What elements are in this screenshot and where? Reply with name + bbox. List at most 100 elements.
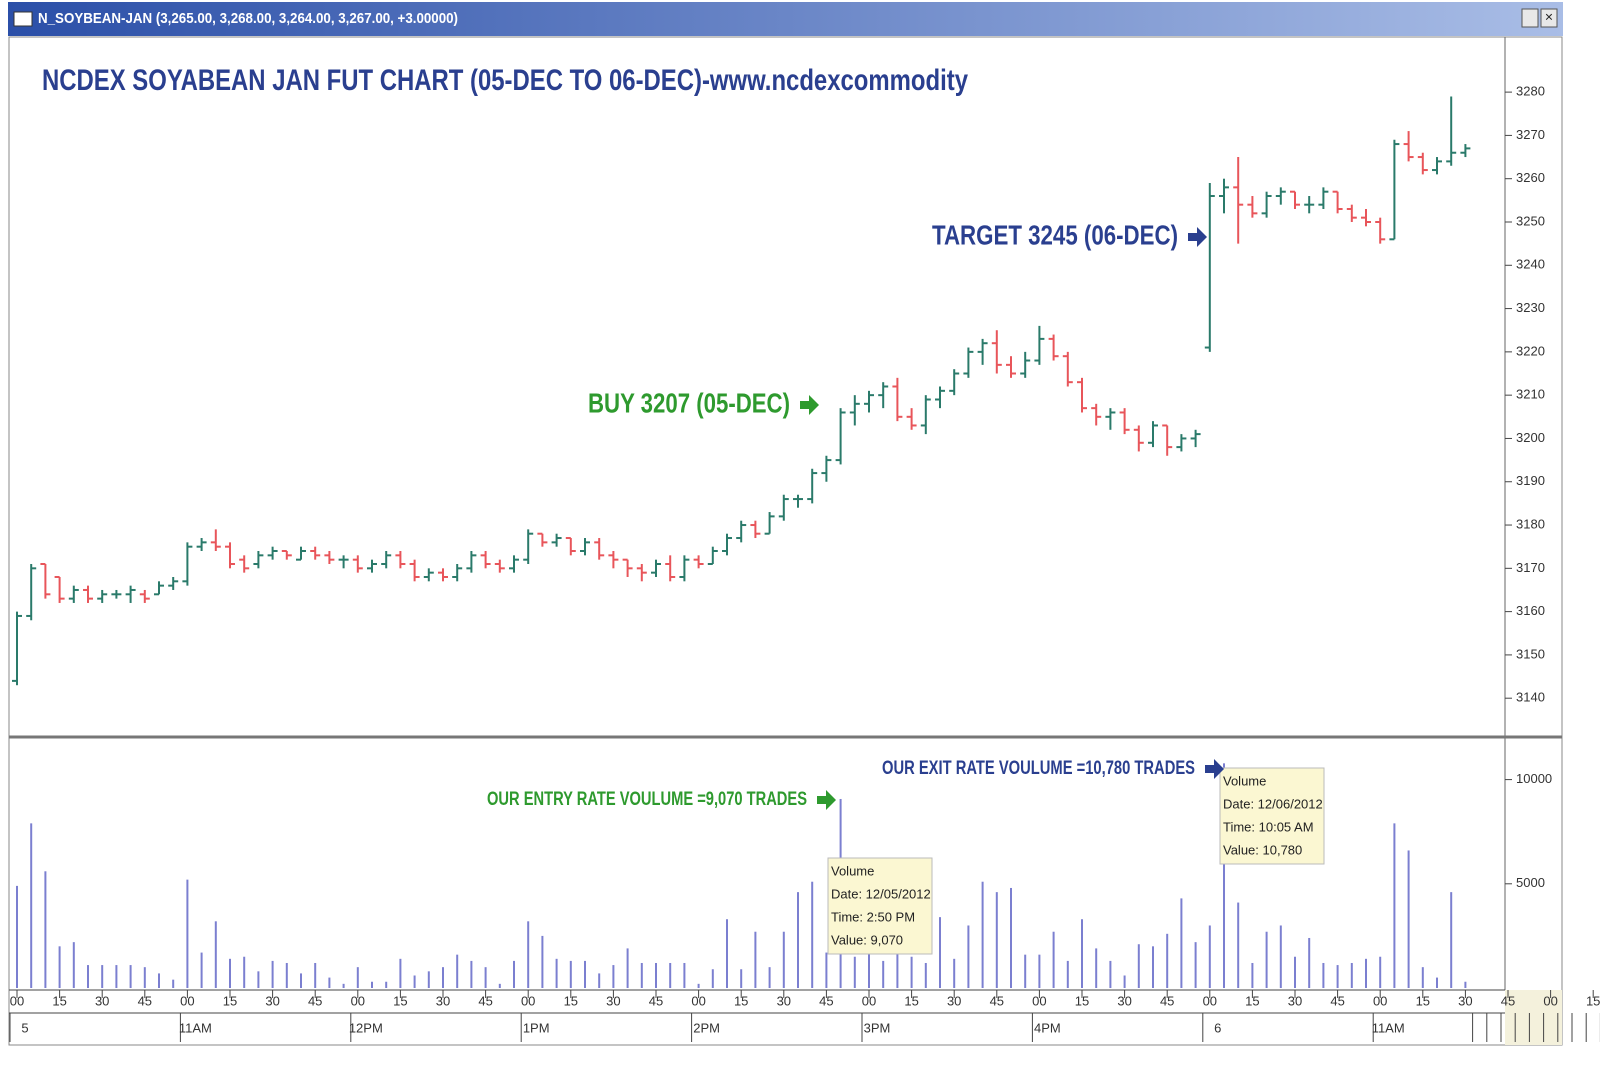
volume-bar bbox=[513, 960, 515, 988]
volume-bar bbox=[470, 960, 473, 988]
volume-bar bbox=[825, 952, 828, 988]
y-tick-label: 3250 bbox=[1516, 213, 1545, 228]
x-tick-label: 30 bbox=[1117, 993, 1131, 1008]
x-tick-label: 00 bbox=[1543, 993, 1557, 1008]
volume-bar bbox=[342, 983, 345, 988]
volume-bar bbox=[853, 956, 856, 988]
x-tick-label: 15 bbox=[393, 993, 407, 1008]
annotation: TARGET 3245 (06-DEC) bbox=[932, 219, 1178, 250]
volume-bar bbox=[413, 975, 416, 988]
volume-bar bbox=[939, 917, 941, 988]
y-tick-label: 3200 bbox=[1516, 430, 1545, 445]
x-tick-label: 45 bbox=[1501, 993, 1515, 1008]
y-tick-label: 3240 bbox=[1516, 257, 1545, 272]
x-tick-label: 30 bbox=[947, 993, 961, 1008]
annotation: OUR ENTRY RATE VOULUME =9,070 TRADES bbox=[487, 789, 807, 810]
volume-bar bbox=[427, 971, 430, 988]
x-tick-label: 30 bbox=[606, 993, 620, 1008]
volume-bar bbox=[300, 973, 302, 988]
volume-bar bbox=[328, 977, 331, 988]
volume-bar bbox=[1166, 933, 1169, 988]
y-tick-label: 3260 bbox=[1516, 170, 1545, 185]
close-button[interactable] bbox=[1540, 8, 1558, 28]
volume-bar bbox=[1237, 902, 1240, 988]
volume-bar bbox=[271, 960, 274, 988]
volume-bar bbox=[101, 965, 104, 988]
volume-bar bbox=[967, 925, 970, 988]
x-tick-label: 15 bbox=[1416, 993, 1430, 1008]
x-tick-label-2: 1PM bbox=[523, 1020, 550, 1035]
arrow-icon bbox=[1188, 227, 1207, 247]
volume-bar bbox=[58, 946, 61, 988]
x-tick-label: 30 bbox=[436, 993, 450, 1008]
volume-bar bbox=[1365, 958, 1367, 988]
y-tick-label: 3280 bbox=[1516, 84, 1545, 99]
volume-bar bbox=[1038, 954, 1041, 988]
volume-bar bbox=[1308, 937, 1311, 988]
x-tick-label: 30 bbox=[1288, 993, 1302, 1008]
volume-bar bbox=[1137, 944, 1140, 988]
x-tick-label: 30 bbox=[1458, 993, 1472, 1008]
volume-bar bbox=[1407, 850, 1410, 988]
x-tick-label-2: 3PM bbox=[864, 1020, 891, 1035]
close-icon: × bbox=[1545, 9, 1553, 25]
x-tick-label: 15 bbox=[1586, 993, 1600, 1008]
volume-bar bbox=[257, 971, 260, 988]
volume-bar bbox=[768, 967, 771, 988]
x-tick-label-2: 12PM bbox=[349, 1020, 383, 1035]
volume-bar bbox=[456, 954, 459, 988]
volume-bar bbox=[186, 879, 189, 988]
annotation: BUY 3207 (05-DEC) bbox=[588, 387, 790, 418]
x-tick-label: 30 bbox=[265, 993, 279, 1008]
y-tick-label: 3170 bbox=[1516, 560, 1545, 575]
volume-bar bbox=[953, 958, 956, 988]
x-tick-label-2: 5 bbox=[21, 1020, 28, 1035]
axis-corner bbox=[1505, 990, 1562, 1045]
title-bar bbox=[8, 2, 1563, 36]
restore-button[interactable] bbox=[1521, 8, 1539, 28]
volume-bar bbox=[172, 979, 175, 988]
volume-bar bbox=[1109, 960, 1112, 988]
x-tick-label: 45 bbox=[1160, 993, 1174, 1008]
tooltip-text: Date: 12/05/2012 bbox=[831, 886, 931, 901]
x-tick-label-2: 4PM bbox=[1034, 1020, 1061, 1035]
window-title: N_SOYBEAN-JAN (3,265.00, 3,268.00, 3,264… bbox=[38, 10, 458, 27]
y-tick-label: 3150 bbox=[1516, 646, 1545, 661]
volume-bar bbox=[598, 973, 601, 988]
x-tick-label-2: 6 bbox=[1214, 1020, 1221, 1035]
x-tick-label: 00 bbox=[10, 993, 24, 1008]
arrow-icon bbox=[1205, 759, 1224, 779]
x-tick-label: 30 bbox=[777, 993, 791, 1008]
y-tick-label: 3190 bbox=[1516, 473, 1545, 488]
volume-bar bbox=[569, 960, 572, 988]
volume-bar bbox=[115, 965, 118, 988]
x-tick-label: 15 bbox=[1075, 993, 1089, 1008]
tooltip-text: Volume bbox=[831, 863, 874, 878]
volume-bar bbox=[16, 885, 18, 988]
volume-bar bbox=[200, 952, 203, 988]
volume-bar bbox=[72, 942, 75, 988]
volume-bar bbox=[711, 969, 714, 988]
volume-bar bbox=[584, 960, 586, 988]
tooltip-text: Time: 10:05 AM bbox=[1223, 819, 1314, 834]
tooltip-box bbox=[1219, 767, 1325, 865]
volume-bar bbox=[1379, 956, 1382, 988]
volume-bar bbox=[910, 956, 913, 988]
y-tick-label: 3230 bbox=[1516, 300, 1545, 315]
x-tick-label: 45 bbox=[990, 993, 1004, 1008]
volume-bar bbox=[896, 948, 899, 988]
y-tick-label: 3220 bbox=[1516, 343, 1545, 358]
volume-bar bbox=[924, 962, 927, 988]
y-tick-label: 3210 bbox=[1516, 387, 1545, 402]
tooltip-box bbox=[827, 857, 933, 955]
x-tick-label-2: 11AM bbox=[179, 1020, 212, 1035]
x-tick-label: 45 bbox=[819, 993, 833, 1008]
tooltip-text: Volume bbox=[1223, 773, 1266, 788]
volume-bar bbox=[995, 892, 998, 988]
volume-bar bbox=[740, 969, 743, 988]
tooltip-text: Time: 2:50 PM bbox=[831, 909, 915, 924]
x-tick-label: 00 bbox=[691, 993, 705, 1008]
volume-bar bbox=[655, 962, 657, 988]
volume-bar bbox=[1081, 919, 1083, 988]
